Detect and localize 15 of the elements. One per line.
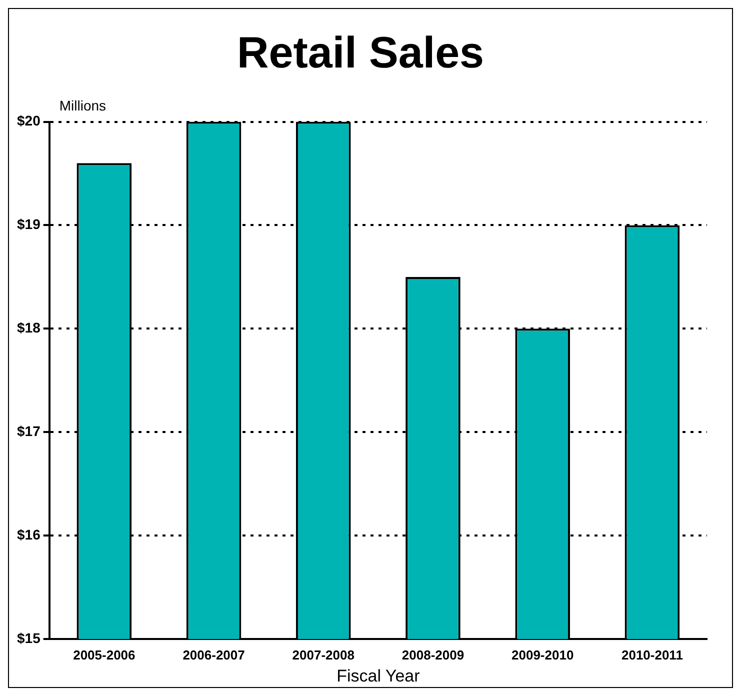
x-tick-label: 2005-2006 (73, 647, 136, 662)
y-tick-label: $15 (17, 630, 41, 646)
x-tick-label: 2010-2011 (621, 647, 683, 662)
x-tick-label: 2006-2007 (182, 647, 245, 662)
chart-title: Retail Sales (236, 28, 484, 78)
y-axis-title: Millions (59, 98, 106, 114)
x-tick-label: 2008-2009 (402, 647, 464, 662)
y-tick-label: $20 (17, 112, 41, 129)
y-tick-label: $19 (17, 216, 41, 232)
x-tick-label: 2009-2010 (512, 647, 574, 662)
y-tick-label: $17 (17, 422, 41, 439)
y-tick-label: $16 (17, 526, 41, 542)
x-tick-label: 2007-2008 (292, 647, 354, 662)
x-axis-title: Fiscal Year (336, 666, 420, 686)
y-tick-label: $18 (17, 320, 41, 336)
